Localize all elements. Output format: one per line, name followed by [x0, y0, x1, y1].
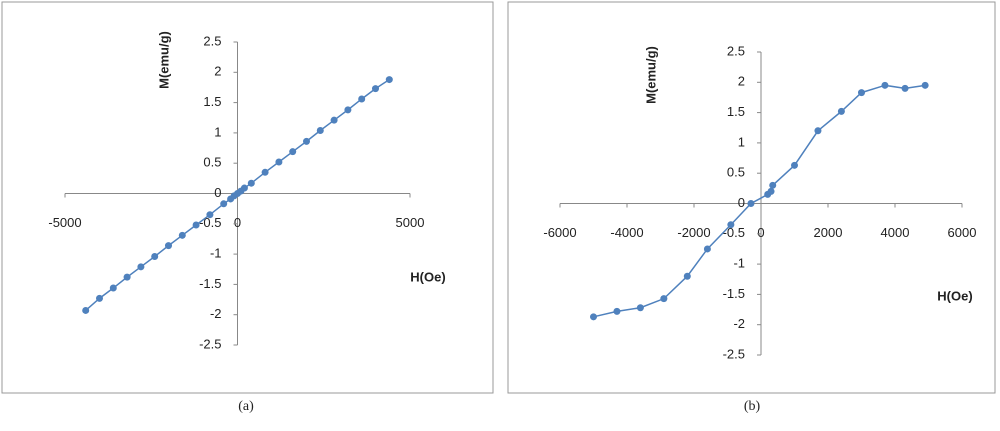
data-point	[613, 307, 621, 315]
data-point	[814, 127, 822, 135]
data-point	[683, 272, 691, 280]
data-point	[96, 294, 103, 302]
data-point	[220, 200, 228, 208]
y-tick-label: -2.5	[723, 346, 745, 361]
data-point	[881, 81, 889, 89]
y-tick-label: -2.5	[199, 336, 221, 351]
y-tick-label: 2.5	[203, 33, 221, 48]
data-point	[636, 304, 644, 312]
x-tick-label: 0	[757, 225, 764, 240]
x-tick-label: 0	[234, 215, 241, 230]
x-tick-label: -5000	[48, 215, 81, 230]
y-tick-label: 0.5	[203, 155, 221, 170]
y-axis-title: M(emu/g)	[156, 31, 171, 89]
y-tick-label: 1.5	[203, 94, 221, 109]
x-tick-label: 6000	[948, 225, 977, 240]
y-tick-label: 0.5	[727, 165, 745, 180]
data-point	[109, 284, 117, 292]
data-point	[590, 313, 597, 321]
data-point	[247, 179, 255, 187]
data-point	[289, 148, 297, 156]
y-tick-label: 1	[214, 124, 221, 139]
data-point	[727, 221, 735, 229]
data-point	[192, 221, 200, 229]
data-point	[921, 81, 929, 89]
data-point	[151, 253, 159, 261]
data-point	[82, 306, 90, 314]
data-point	[178, 231, 186, 239]
data-point	[316, 126, 324, 134]
x-tick-label: -4000	[610, 225, 643, 240]
x-tick-label: -2000	[677, 225, 710, 240]
y-tick-label: 1.5	[727, 104, 745, 119]
data-point	[901, 84, 909, 92]
data-point	[767, 187, 775, 195]
data-point	[747, 200, 755, 207]
data-point	[275, 158, 283, 166]
y-tick-label: -1	[210, 246, 222, 261]
y-tick-label: -0.5	[723, 225, 745, 240]
data-point	[123, 273, 131, 281]
y-tick-label: 0	[738, 195, 745, 210]
x-tick-label: 2000	[814, 225, 843, 240]
y-tick-label: 2	[214, 64, 221, 79]
data-point	[385, 76, 393, 84]
caption: (b)	[744, 399, 761, 414]
data-point	[703, 245, 711, 253]
data-point	[206, 211, 214, 219]
caption: (a)	[238, 399, 254, 414]
data-point	[372, 85, 379, 93]
data-point	[769, 181, 777, 189]
panel	[1, 1, 494, 394]
data-point	[261, 168, 269, 176]
data-point	[137, 263, 145, 271]
data-point	[165, 242, 172, 250]
y-tick-label: -1.5	[199, 276, 221, 291]
y-axis-title: M(emu/g)	[643, 46, 658, 104]
x-axis-title: H(Oe)	[937, 288, 972, 303]
y-tick-label: 0	[214, 185, 221, 200]
panel	[507, 1, 996, 394]
data-point	[791, 161, 798, 169]
data-point	[344, 106, 352, 114]
y-tick-label: 2.5	[727, 43, 745, 58]
x-axis-title: H(Oe)	[410, 269, 445, 284]
data-point	[240, 184, 248, 192]
x-tick-label: -6000	[543, 225, 576, 240]
x-tick-label: 4000	[881, 225, 910, 240]
data-point	[858, 89, 865, 97]
x-tick-label: 5000	[396, 215, 425, 230]
y-tick-label: -2	[733, 316, 745, 331]
y-tick-label: -1	[733, 256, 745, 271]
data-point	[660, 295, 668, 303]
data-point	[330, 116, 338, 124]
data-point	[837, 107, 845, 115]
y-tick-label: 1	[738, 134, 745, 149]
y-tick-label: -2	[210, 306, 222, 321]
data-point	[358, 95, 366, 103]
data-point	[303, 137, 310, 145]
y-tick-label: 2	[738, 74, 745, 89]
y-tick-label: -1.5	[723, 286, 745, 301]
